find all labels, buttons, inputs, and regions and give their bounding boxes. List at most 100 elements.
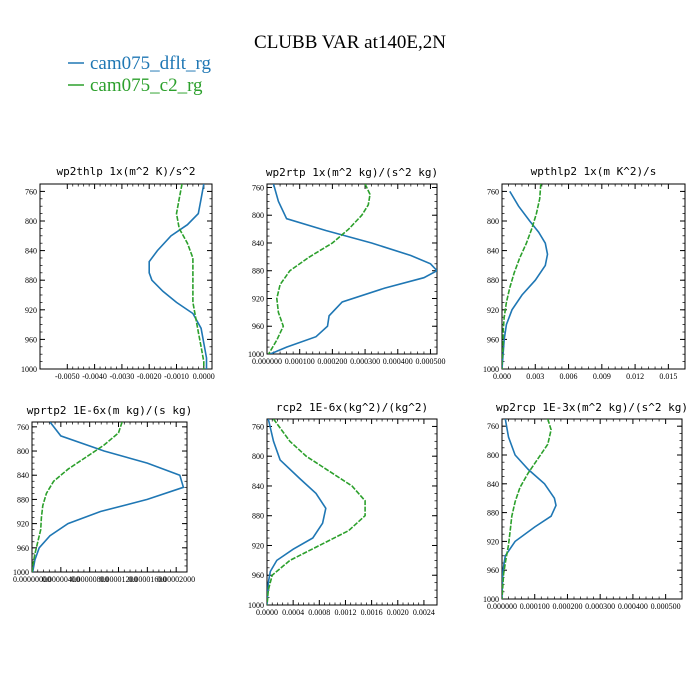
y-tick-label: 840 bbox=[487, 247, 499, 256]
series-line-dflt bbox=[502, 190, 549, 369]
series-line-c2 bbox=[267, 184, 371, 354]
y-tick-label: 840 bbox=[252, 239, 264, 248]
legend-label-dflt: cam075_dflt_rg bbox=[90, 53, 212, 74]
panel-wp2thlp: wp2thlp 1x(m^2 K)/s^2 760 800 840 880 920 960 1… bbox=[21, 165, 215, 381]
y-tick-label: 880 bbox=[252, 267, 264, 276]
y-tick-label: 840 bbox=[17, 471, 29, 480]
y-tick-label: 1000 bbox=[13, 568, 29, 577]
x-tick-label: 0.000200 bbox=[317, 357, 347, 366]
x-tick-label: 0.00002000 bbox=[157, 575, 195, 584]
y-tick-label: 920 bbox=[487, 306, 499, 315]
panels: wp2thlp 1x(m^2 K)/s^2 760 800 840 880 920 960 1… bbox=[13, 165, 688, 617]
figure-title: CLUBB VAR at140E,2N bbox=[254, 32, 446, 53]
x-tick-label: 0.000500 bbox=[415, 357, 445, 366]
series-line-dflt bbox=[32, 422, 185, 572]
plot-frame bbox=[501, 418, 683, 600]
x-tick-label: 0.0012 bbox=[334, 608, 356, 617]
y-tick-label: 1000 bbox=[248, 601, 264, 610]
x-tick-label: 0.000000 bbox=[487, 602, 517, 611]
y-tick-label: 800 bbox=[487, 451, 499, 460]
y-tick-label: 960 bbox=[25, 335, 37, 344]
panel-title: wp2rtp 1x(m^2 kg)/(s^2 kg) bbox=[266, 166, 438, 179]
x-tick-label: 0.000400 bbox=[618, 602, 648, 611]
x-tick-label: -0.0010 bbox=[164, 372, 189, 381]
series-line-c2 bbox=[175, 184, 205, 369]
x-tick-label: 0.000500 bbox=[651, 602, 681, 611]
y-tick-label: 960 bbox=[487, 566, 499, 575]
plot-frame bbox=[266, 418, 438, 606]
panel-title: wp2rcp 1E-3x(m^2 kg)/(s^2 kg) bbox=[496, 401, 688, 414]
y-tick-label: 760 bbox=[252, 183, 264, 192]
x-tick-label: 0.00001600 bbox=[128, 575, 166, 584]
x-tick-label: 0.003 bbox=[526, 372, 544, 381]
x-tick-label: 0.0004 bbox=[282, 608, 304, 617]
x-tick-label: 0.0016 bbox=[361, 608, 383, 617]
panel-title: wp2thlp 1x(m^2 K)/s^2 bbox=[56, 165, 195, 178]
series-line-dflt bbox=[269, 184, 437, 354]
legend: cam075_dflt_rg cam075_c2_rg bbox=[68, 53, 212, 96]
x-tick-label: 0.00001200 bbox=[100, 575, 138, 584]
y-tick-label: 960 bbox=[252, 571, 264, 580]
y-tick-label: 960 bbox=[487, 335, 499, 344]
x-tick-label: 0.000100 bbox=[285, 357, 315, 366]
panel-title: wpthlp2 1x(m K^2)/s bbox=[531, 165, 657, 178]
x-tick-label: 0.0000 bbox=[193, 372, 215, 381]
x-tick-label: 0.0000 bbox=[256, 608, 278, 617]
x-tick-label: 0.00000400 bbox=[42, 575, 80, 584]
plot-frame bbox=[501, 183, 686, 370]
y-tick-label: 840 bbox=[487, 480, 499, 489]
x-tick-label: 0.006 bbox=[560, 372, 578, 381]
x-tick-label: 0.000100 bbox=[520, 602, 550, 611]
y-tick-label: 960 bbox=[17, 544, 29, 553]
y-tick-label: 800 bbox=[252, 452, 264, 461]
y-tick-label: 840 bbox=[252, 482, 264, 491]
panel-wp2rtp: wp2rtp 1x(m^2 kg)/(s^2 kg)760 800 840 880 92… bbox=[248, 166, 445, 366]
series-line-dflt bbox=[267, 419, 327, 605]
y-tick-label: 1000 bbox=[21, 365, 37, 374]
y-tick-label: 760 bbox=[17, 423, 29, 432]
panel-title: rcp2 1E-6x(kg^2)/(kg^2) bbox=[276, 401, 428, 414]
y-tick-label: 960 bbox=[252, 322, 264, 331]
x-tick-label: 0.00000800 bbox=[71, 575, 109, 584]
plot-frame bbox=[31, 421, 188, 573]
x-tick-label: -0.0020 bbox=[137, 372, 162, 381]
y-tick-label: 1000 bbox=[248, 350, 264, 359]
panel-title: wprtp2 1E-6x(m kg)/(s kg) bbox=[27, 404, 193, 417]
x-tick-label: 0.0008 bbox=[308, 608, 330, 617]
y-tick-label: 920 bbox=[252, 294, 264, 303]
panel-rcp2: rcp2 1E-6x(kg^2)/(kg^2) 760 800 840 880 920 96… bbox=[248, 401, 438, 617]
x-tick-label: 0.000400 bbox=[383, 357, 413, 366]
y-tick-label: 800 bbox=[252, 211, 264, 220]
series-line-c2 bbox=[502, 184, 542, 369]
x-tick-label: -0.0030 bbox=[110, 372, 135, 381]
y-tick-label: 1000 bbox=[483, 365, 499, 374]
legend-label-c2: cam075_c2_rg bbox=[90, 75, 203, 96]
y-tick-label: 1000 bbox=[483, 595, 499, 604]
y-tick-label: 920 bbox=[487, 537, 499, 546]
x-tick-label: 0.000200 bbox=[552, 602, 582, 611]
x-tick-label: 0.000000 bbox=[252, 357, 282, 366]
x-tick-label: 0.0024 bbox=[413, 608, 435, 617]
series-line-c2 bbox=[32, 422, 123, 572]
y-tick-label: 920 bbox=[252, 541, 264, 550]
y-tick-label: 920 bbox=[25, 306, 37, 315]
y-tick-label: 760 bbox=[25, 187, 37, 196]
y-tick-label: 760 bbox=[487, 187, 499, 196]
panel-wpthlp2: wpthlp2 1x(m K^2)/s 760 800 840 880 920 960 100… bbox=[483, 165, 686, 381]
x-tick-label: 0.000 bbox=[493, 372, 511, 381]
panel-wprtp2: wprtp2 1E-6x(m kg)/(s kg) 760 800 840 880 920… bbox=[13, 404, 195, 584]
x-tick-label: 0.000300 bbox=[585, 602, 615, 611]
x-tick-label: 0.009 bbox=[593, 372, 611, 381]
y-tick-label: 880 bbox=[487, 276, 499, 285]
series-line-dflt bbox=[502, 419, 557, 599]
y-tick-label: 880 bbox=[487, 509, 499, 518]
x-tick-label: -0.0040 bbox=[82, 372, 107, 381]
plot-frame bbox=[39, 183, 213, 370]
series-line-c2 bbox=[267, 419, 366, 605]
y-tick-label: 920 bbox=[17, 520, 29, 529]
y-tick-label: 800 bbox=[17, 447, 29, 456]
panel-wp2rcp: wp2rcp 1E-3x(m^2 kg)/(s^2 kg) 760 800 840 88… bbox=[483, 401, 688, 611]
y-tick-label: 840 bbox=[25, 247, 37, 256]
y-tick-label: 880 bbox=[252, 512, 264, 521]
